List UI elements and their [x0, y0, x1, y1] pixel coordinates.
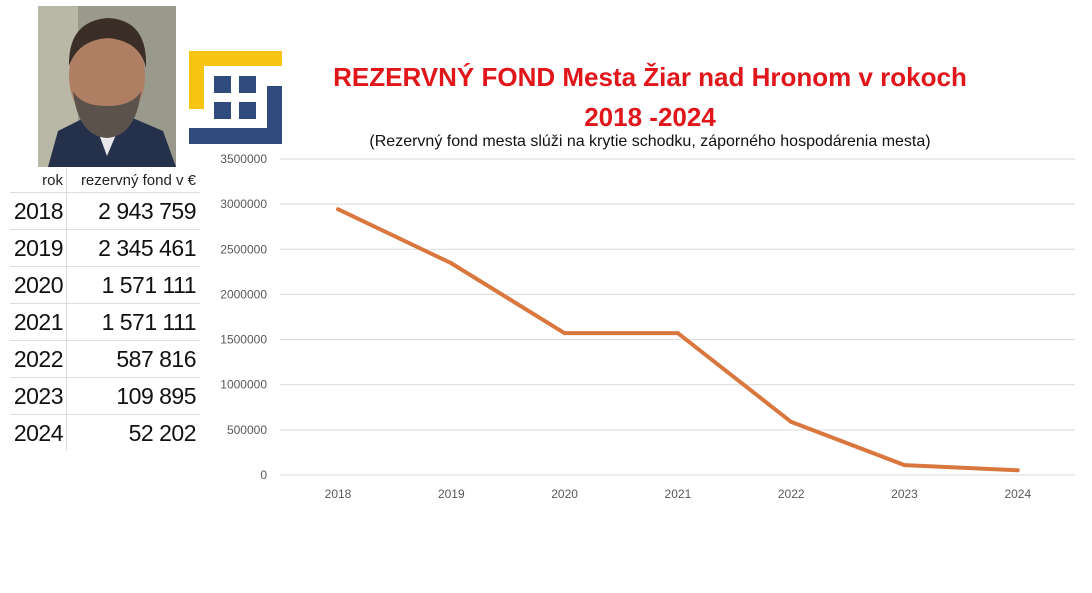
data-point: [449, 261, 454, 266]
cell-fund: 2 943 759: [98, 197, 196, 224]
table-row: 2018 2 943 759: [10, 192, 200, 229]
y-tick-label: 1000000: [220, 378, 267, 392]
cell-year: 2022: [10, 341, 67, 377]
data-point: [789, 419, 794, 424]
data-point: [902, 463, 907, 468]
data-point: [336, 207, 340, 212]
cell-year: 2019: [10, 230, 67, 266]
data-point: [675, 331, 680, 336]
city-logo: [189, 51, 282, 144]
data-point: [562, 331, 567, 336]
x-tick-label: 2022: [778, 487, 805, 501]
header-fund: rezervný fond v €: [80, 171, 196, 189]
table-row: 2022 587 816: [10, 340, 200, 377]
y-tick-label: 2500000: [220, 242, 267, 256]
chart-subtitle: (Rezervný fond mesta slúži na krytie sch…: [369, 133, 931, 150]
data-point: [1015, 468, 1020, 473]
table-row: 2021 1 571 111: [10, 303, 200, 340]
x-tick-label: 2020: [551, 487, 578, 501]
x-tick-label: 2019: [438, 487, 465, 501]
data-table: rok rezervný fond v € 2018 2 943 759 2019 2…: [10, 168, 200, 451]
header-year: rok: [10, 168, 67, 192]
x-tick-label: 2021: [665, 487, 692, 501]
table-row: 2020 1 571 111: [10, 266, 200, 303]
table-row: 2023 109 895: [10, 377, 200, 414]
y-tick-label: 0: [260, 468, 267, 482]
cell-fund: 1 571 111: [101, 271, 197, 298]
cell-fund: 587 816: [116, 345, 196, 372]
cell-year: 2023: [10, 378, 67, 414]
cell-year: 2018: [10, 193, 67, 229]
y-tick-label: 500000: [227, 423, 267, 437]
cell-fund: 1 571 111: [101, 308, 197, 335]
cell-year: 2020: [10, 267, 67, 303]
portrait-photo: [38, 6, 176, 167]
chart-title-line2: 2018 -2024: [584, 102, 716, 132]
y-tick-label: 1500000: [220, 333, 267, 347]
table-header: rok rezervný fond v €: [10, 168, 200, 192]
cell-year: 2021: [10, 304, 67, 340]
chart-title-line1: REZERVNÝ FOND Mesta Žiar nad Hronom v ro…: [333, 62, 967, 92]
x-tick-label: 2023: [891, 487, 918, 501]
table-row: 2019 2 345 461: [10, 229, 200, 266]
table-row: 2024 52 202: [10, 414, 200, 451]
cell-fund: 52 202: [128, 419, 197, 446]
cell-year: 2024: [10, 415, 67, 451]
x-tick-label: 2018: [325, 487, 352, 501]
y-tick-label: 3500000: [220, 152, 267, 166]
y-tick-label: 2000000: [220, 287, 267, 301]
y-tick-label: 3000000: [220, 197, 267, 211]
cell-fund: 2 345 461: [98, 234, 196, 261]
cell-fund: 109 895: [116, 382, 196, 409]
x-tick-label: 2024: [1004, 487, 1031, 501]
